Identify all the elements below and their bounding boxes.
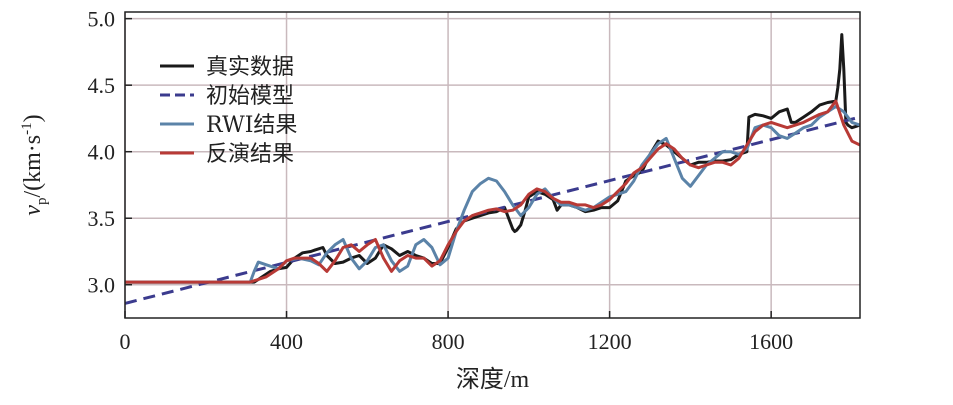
x-axis-label: 深度/m bbox=[456, 366, 530, 393]
x-tick-label: 400 bbox=[270, 329, 303, 354]
x-tick-label: 800 bbox=[432, 329, 465, 354]
series-line-1 bbox=[125, 33, 860, 284]
y-tick-label: 3.0 bbox=[88, 273, 116, 298]
series-group bbox=[125, 33, 860, 305]
y-tick-label: 4.0 bbox=[88, 140, 116, 165]
y-tick-label: 4.5 bbox=[88, 73, 116, 98]
y-tick-label: 3.5 bbox=[88, 206, 116, 231]
y-label-unit: /(km·s bbox=[20, 135, 46, 198]
y-label-sub: p bbox=[34, 198, 50, 206]
y-tick-label: 5.0 bbox=[88, 7, 116, 32]
legend-label-3: RWI结果 bbox=[206, 113, 297, 138]
legend-label-4: 反演结果 bbox=[206, 142, 294, 167]
series-line-2 bbox=[125, 115, 860, 305]
x-tick-label: 1600 bbox=[749, 329, 793, 354]
y-label-main: v bbox=[20, 205, 46, 216]
series-line-4 bbox=[125, 99, 860, 284]
axes: 0 400 800 1200 1600 3.0 3.5 4.0 4.5 5.0 bbox=[88, 7, 861, 354]
legend-label-1: 真实数据 bbox=[206, 55, 294, 80]
x-tick-label: 1200 bbox=[588, 329, 632, 354]
plot-series bbox=[125, 33, 860, 305]
plot-frame bbox=[124, 11, 861, 319]
legend-label-2: 初始模型 bbox=[206, 84, 294, 109]
grid bbox=[124, 12, 860, 318]
y-label-close: ) bbox=[20, 114, 46, 122]
y-label-sup: -1 bbox=[19, 122, 35, 135]
x-tick-label: 0 bbox=[120, 329, 131, 354]
y-axis-label: vp/(km·s-1) bbox=[19, 114, 50, 215]
